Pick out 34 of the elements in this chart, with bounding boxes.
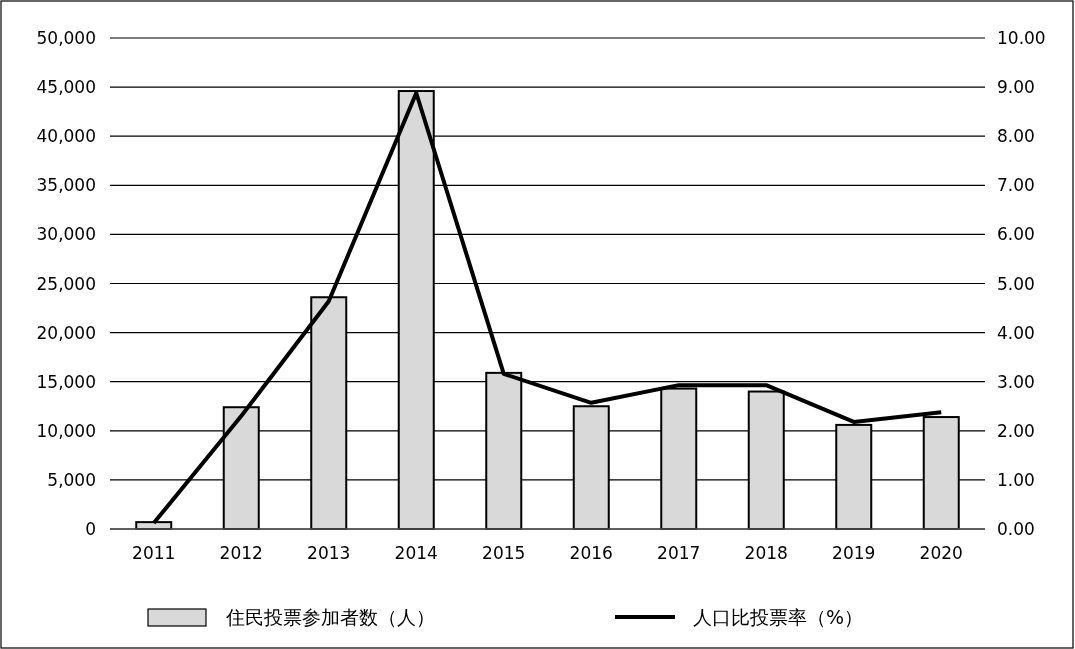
y2-tick-label: 4.00 <box>997 322 1035 343</box>
x-tick-label: 2013 <box>307 543 351 563</box>
y2-tick-label: 2.00 <box>997 420 1035 441</box>
y-tick-label: 20,000 <box>36 322 96 343</box>
legend-label: 人口比投票率（%） <box>693 606 864 628</box>
y-tick-label: 40,000 <box>36 126 96 147</box>
y-tick-label: 45,000 <box>36 77 96 98</box>
y2-tick-label: 8.00 <box>997 126 1035 147</box>
y2-tick-label: 3.00 <box>997 371 1035 392</box>
y2-tick-label: 6.00 <box>997 224 1035 245</box>
x-tick-label: 2014 <box>394 543 438 563</box>
y2-tick-label: 7.00 <box>997 175 1035 196</box>
y-tick-label: 30,000 <box>36 224 96 245</box>
x-tick-label: 2011 <box>132 543 176 563</box>
y2-tick-label: 5.00 <box>997 273 1035 294</box>
x-tick-label: 2020 <box>919 543 963 563</box>
y-tick-label: 35,000 <box>36 175 96 196</box>
x-tick-label: 2017 <box>657 543 701 563</box>
x-tick-label: 2019 <box>832 543 876 563</box>
x-tick-label: 2018 <box>744 543 788 563</box>
y-tick-label: 25,000 <box>36 273 96 294</box>
legend-label: 住民投票参加者数（人） <box>225 606 435 628</box>
y-tick-label: 0 <box>85 519 96 539</box>
y2-tick-label: 10.00 <box>997 28 1046 48</box>
y-tick-label: 5,000 <box>47 469 96 490</box>
y2-tick-label: 1.00 <box>997 469 1035 490</box>
y-tick-label: 50,000 <box>36 28 96 48</box>
y2-tick-label: 0.00 <box>997 519 1035 539</box>
x-tick-label: 2016 <box>569 543 613 563</box>
x-tick-label: 2015 <box>482 543 526 563</box>
y-tick-label: 15,000 <box>36 371 96 392</box>
x-tick-label: 2012 <box>219 543 263 563</box>
y2-tick-label: 9.00 <box>997 77 1035 98</box>
y-tick-label: 10,000 <box>36 420 96 441</box>
